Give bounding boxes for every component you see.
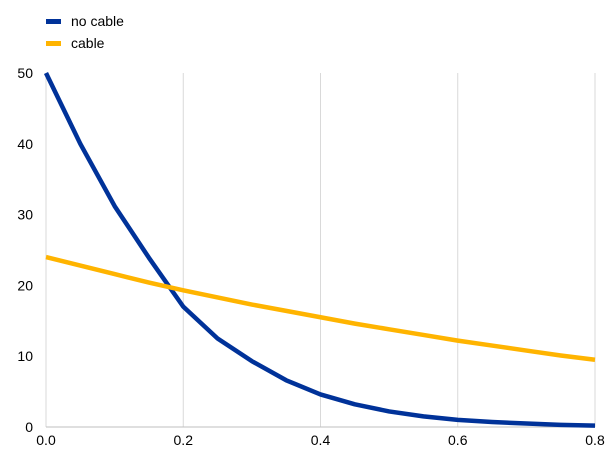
y-tick-label-5: 50 <box>17 65 33 81</box>
x-tick-label-2: 0.4 <box>311 432 331 448</box>
legend-item-cable: cable <box>46 32 124 54</box>
series-line-cable <box>45 254 596 362</box>
y-tick-label-0: 0 <box>25 419 33 435</box>
series-line-no-cable <box>43 72 596 428</box>
x-tick-label-1: 0.2 <box>174 432 194 448</box>
y-tick-label-2: 20 <box>17 277 33 293</box>
legend-swatch-no-cable <box>46 18 61 24</box>
legend: no cable cable <box>46 10 124 54</box>
y-tick-label-4: 40 <box>17 136 33 152</box>
x-tick-label-0: 0.0 <box>36 432 56 448</box>
legend-swatch-cable <box>46 40 61 46</box>
legend-label-no-cable: no cable <box>71 13 124 29</box>
x-tick-label-3: 0.6 <box>448 432 468 448</box>
y-tick-label-3: 30 <box>17 207 33 223</box>
legend-item-no-cable: no cable <box>46 10 124 32</box>
x-tick-label-4: 0.8 <box>585 432 605 448</box>
y-tick-label-1: 10 <box>17 348 33 364</box>
legend-label-cable: cable <box>71 35 105 51</box>
